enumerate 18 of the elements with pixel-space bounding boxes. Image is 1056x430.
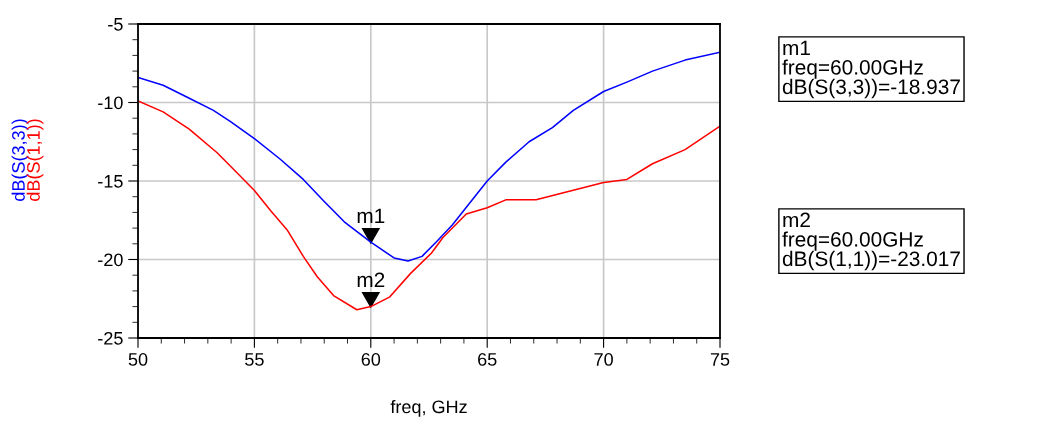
y-tick-label: -15 xyxy=(98,175,123,188)
x-tick-label: 75 xyxy=(710,353,730,366)
y-tick-label: -25 xyxy=(98,331,123,345)
x-tick-label: 55 xyxy=(245,353,264,366)
x-axis-title: freq, GHz xyxy=(390,399,467,417)
text: m1 freq=60.00GHz dB(S(3,3))=-18.937 xyxy=(782,40,960,99)
x-tick-label: 60 xyxy=(361,353,381,366)
y-tick-label: -20 xyxy=(98,253,123,267)
line-series xyxy=(138,51,720,262)
x-tick-label: 65 xyxy=(478,353,497,366)
x-tick-label: 50 xyxy=(128,353,148,366)
x-tick-label: 70 xyxy=(594,353,613,366)
y-tick-label: -5 xyxy=(108,18,123,31)
annotation: m1 xyxy=(357,208,385,223)
y-tick-label: -10 xyxy=(98,96,123,110)
text: m2 freq=60.00GHz dB(S(1,1))=-23.017 xyxy=(782,212,960,271)
annotation: m2 xyxy=(357,272,385,288)
line-series xyxy=(138,100,720,311)
